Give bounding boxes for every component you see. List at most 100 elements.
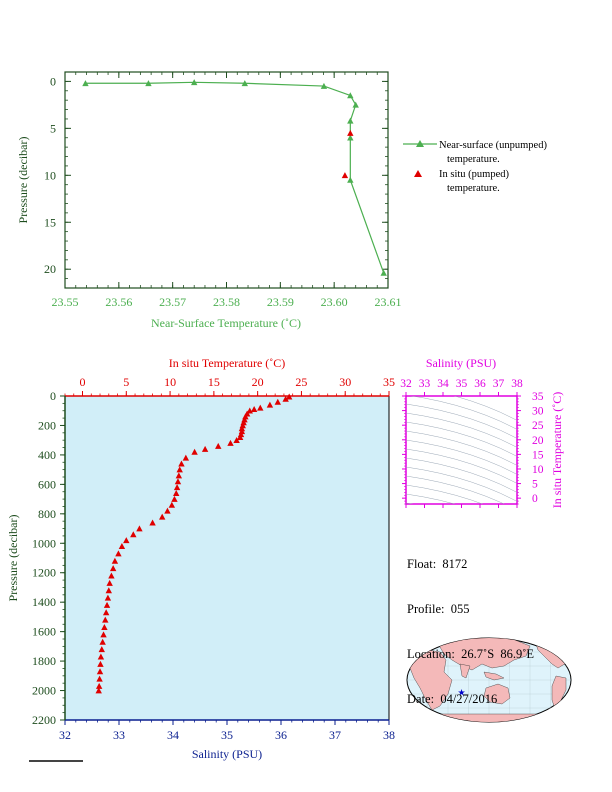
temperature-point	[118, 543, 126, 550]
near-surface-y-label: Pressure (decibar)	[16, 137, 30, 224]
profile-top-tick-labels: 0 5 10 15 20 25 30 35	[80, 375, 395, 389]
ts-x-tick-label: 37	[493, 378, 505, 390]
ts-y-tick-label: 0	[532, 493, 538, 505]
near-surface-chart: 23.55 23.56 23.57 23.58 23.59 23.60 23.61 0 5 10…	[16, 71, 547, 330]
density-contour	[406, 493, 456, 504]
temperature-point	[106, 579, 113, 586]
top-tick-label: 0	[80, 375, 86, 389]
temperature-point	[111, 557, 119, 564]
y-tick-label: 1400	[32, 595, 56, 609]
bottom-tick-label: 36	[275, 728, 287, 742]
x-tick-label: 23.56	[105, 295, 132, 309]
ts-y-tick-label: 30	[532, 406, 544, 418]
ts-y-tick-label: 5	[532, 479, 538, 491]
density-contour	[406, 439, 517, 475]
x-tick-label: 23.59	[267, 295, 294, 309]
density-contour	[406, 448, 517, 484]
legend-triangle-red	[414, 170, 422, 177]
y-tick-label: 10	[44, 168, 56, 182]
bottom-tick-label: 37	[329, 728, 341, 742]
ts-ticks	[402, 392, 521, 508]
temperature-point	[174, 478, 182, 485]
temperature-point	[215, 442, 222, 449]
near-surface-point	[347, 134, 354, 141]
density-contour	[406, 484, 484, 504]
ts-plot-area	[405, 395, 518, 505]
legend-triangle-green	[416, 140, 424, 147]
y-tick-label: 1800	[32, 654, 56, 668]
temperature-point	[115, 550, 122, 557]
legend-label-near-surface-1: Near-surface (unpumped)	[439, 140, 547, 151]
top-tick-label: 25	[295, 375, 307, 389]
near-surface-x-tick-labels: 23.55 23.56 23.57 23.58 23.59 23.60 23.61	[52, 295, 402, 309]
y-tick-label: 2200	[32, 713, 56, 727]
top-tick-label: 20	[252, 375, 264, 389]
map-indonesia	[483, 671, 505, 681]
bottom-tick-label: 34	[167, 728, 179, 742]
near-surface-point	[145, 80, 152, 87]
temperature-point	[95, 682, 103, 689]
temperature-point	[105, 587, 112, 594]
ts-x-tick-label: 35	[456, 378, 468, 390]
temperature-point	[99, 638, 106, 645]
in-situ-markers	[341, 129, 354, 179]
density-contour	[406, 457, 517, 493]
ts-y-tick-label: 35	[532, 391, 544, 403]
temperature-point	[176, 466, 183, 473]
temperature-point	[102, 616, 109, 623]
top-tick-label: 10	[164, 375, 176, 389]
legend-label-in-situ-2: temperature.	[447, 183, 500, 194]
bottom-tick-label: 32	[59, 728, 71, 742]
ts-y-tick-label: 15	[532, 449, 544, 461]
bottom-tick-label: 38	[383, 728, 395, 742]
profile-bottom-tick-labels: 32 33 34 35 36 37 38	[59, 728, 395, 742]
profile-number: Profile: 055	[407, 602, 470, 616]
temperature-point	[173, 490, 180, 496]
temperature-point	[250, 406, 258, 413]
y-tick-label: 0	[50, 389, 56, 403]
near-surface-point	[320, 82, 328, 89]
temperature-point	[201, 445, 209, 452]
top-tick-label: 15	[208, 375, 220, 389]
top-tick-label: 5	[123, 375, 129, 389]
float-id: Float: 8172	[407, 557, 468, 571]
temperature-point	[123, 537, 130, 544]
in-situ-point	[341, 172, 349, 179]
near-surface-point	[241, 80, 249, 87]
temperature-point	[159, 513, 166, 520]
near-surface-point	[82, 80, 89, 87]
float-location-star-icon: ★	[458, 687, 466, 697]
bottom-tick-label: 33	[113, 728, 125, 742]
near-surface-point	[191, 79, 198, 86]
temperature-point	[285, 393, 293, 400]
legend-label-in-situ-1: In situ (pumped)	[439, 169, 509, 180]
y-tick-label: 800	[38, 507, 56, 521]
ts-x-label: Salinity (PSU)	[426, 356, 496, 370]
y-tick-label: 2000	[32, 684, 56, 698]
density-contour	[406, 475, 505, 504]
near-surface-point	[347, 117, 354, 124]
temperature-point	[233, 436, 240, 443]
y-tick-label: 5	[50, 121, 56, 135]
temperature-point	[104, 594, 112, 601]
temperature-point	[274, 398, 281, 405]
profile-ticks	[60, 391, 390, 725]
ts-y-tick-label: 10	[532, 464, 544, 476]
temperature-point	[108, 572, 115, 579]
y-tick-label: 1600	[32, 625, 56, 639]
map-africa	[409, 649, 453, 711]
temperature-point	[96, 675, 103, 682]
temperature-point	[175, 472, 183, 479]
near-surface-plot-area	[64, 71, 389, 289]
y-tick-label: 600	[38, 477, 56, 491]
density-contour	[406, 412, 517, 448]
temperature-point	[173, 484, 181, 491]
near-surface-markers	[82, 79, 387, 276]
y-tick-label: 15	[44, 215, 56, 229]
y-tick-label: 200	[38, 418, 56, 432]
temperature-point	[178, 460, 185, 467]
profile-date: Date: 04/27/2016	[407, 692, 498, 706]
temperature-point	[102, 609, 110, 616]
temperature-point	[282, 395, 289, 402]
map-india	[459, 663, 471, 679]
